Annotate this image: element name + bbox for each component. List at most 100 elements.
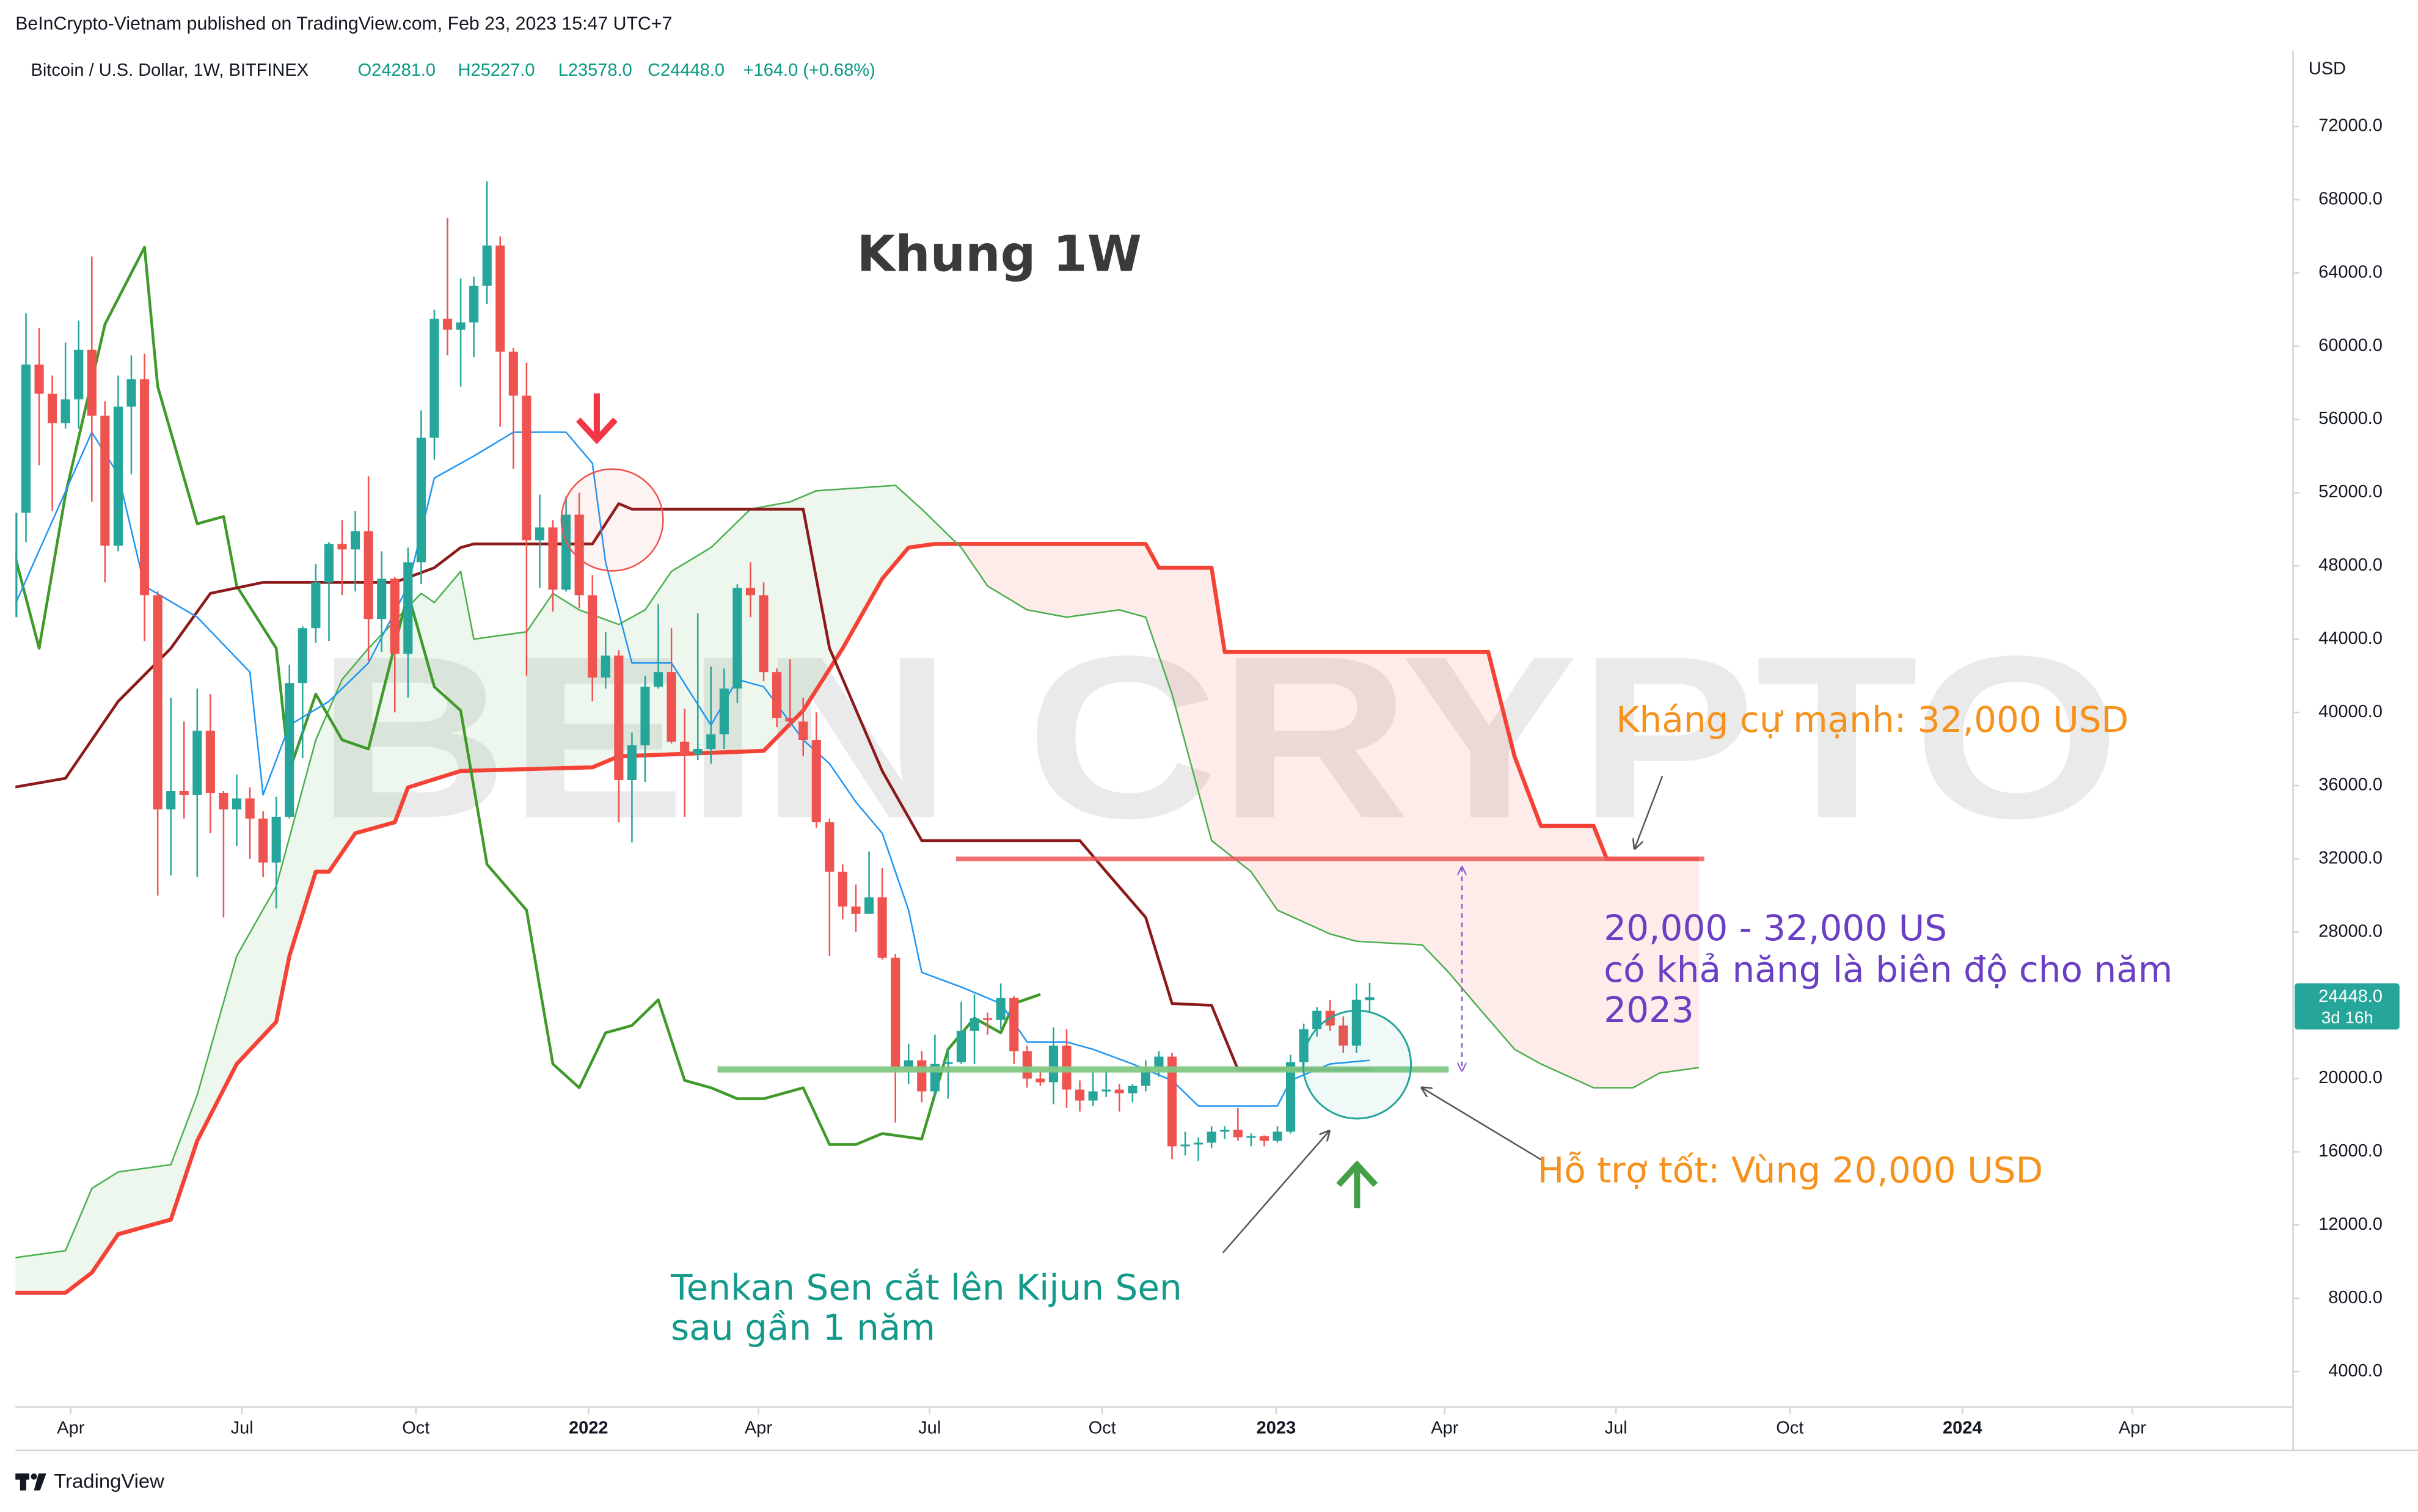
candle-body (403, 562, 413, 654)
candle-body (1009, 998, 1019, 1051)
down-arrow-head (575, 417, 618, 445)
y-tick-label: 64000.0 (2318, 262, 2383, 282)
candle-body (1128, 1086, 1138, 1094)
candle-body (917, 1060, 927, 1092)
cloud-bearish (954, 541, 1700, 1088)
up-arrow-head (1336, 1160, 1378, 1188)
candle-body (548, 527, 558, 590)
resistance-annotation: Kháng cự mạnh: 32,000 USD (1616, 699, 2128, 740)
candle-body (456, 322, 466, 330)
candle-body (192, 731, 202, 795)
highlight-circle-red (560, 468, 664, 572)
y-tick-label: 4000.0 (2328, 1361, 2383, 1381)
logo-part (31, 1473, 37, 1480)
cross-annotation-line: Tenkan Sen cắt lên Kijun Sen (670, 1266, 1182, 1308)
x-tick-label: Apr (57, 1418, 84, 1437)
x-tick-label: Jul (1605, 1418, 1627, 1437)
pointer-support (1422, 1087, 1543, 1161)
cross-annotation-line: sau gần 1 năm (671, 1307, 935, 1348)
candle-body (693, 749, 703, 755)
x-tick-label: Jul (231, 1418, 254, 1437)
candle-body (1180, 1144, 1190, 1147)
legend-open: O24281.0 (358, 60, 436, 80)
candle-body (298, 628, 307, 684)
candle-body (983, 1018, 993, 1020)
candle-body (1022, 1051, 1032, 1079)
candle-body (851, 906, 861, 914)
candle-body (614, 656, 624, 781)
candle-body (1312, 1010, 1322, 1029)
support-annotation: Hỗ trợ tốt: Vùng 20,000 USD (1538, 1149, 2043, 1191)
x-tick-label: Oct (402, 1418, 429, 1437)
candle-body (864, 897, 874, 914)
candle-body (522, 395, 531, 541)
down-arrow (575, 393, 618, 445)
candle-body (153, 595, 163, 809)
y-tick-label: 60000.0 (2318, 335, 2383, 355)
y-tick-label: 16000.0 (2318, 1141, 2383, 1161)
candle-body (139, 379, 150, 596)
candle-body (219, 792, 228, 809)
candle-body (1194, 1142, 1204, 1145)
x-tick-label: Apr (745, 1418, 772, 1437)
candle-body (324, 544, 334, 583)
candle-body (904, 1060, 913, 1068)
candle-body (100, 415, 110, 546)
candle-body (48, 393, 57, 423)
candle-body (667, 672, 676, 742)
publish-header: BeInCrypto-Vietnam published on TradingV… (15, 13, 672, 34)
candle-body (785, 718, 795, 722)
candle-body (232, 798, 242, 809)
candle-body (798, 721, 808, 740)
candle-body (640, 687, 650, 746)
x-tick-label: 2023 (1257, 1418, 1296, 1437)
y-tick-label: 20000.0 (2318, 1068, 2383, 1087)
symbol-title: Bitcoin / U.S. Dollar, 1W, BITFINEX (31, 60, 309, 80)
candle-body (508, 351, 518, 396)
candle-body (732, 588, 742, 689)
candle-body (21, 364, 31, 513)
currency-label: USD (2309, 59, 2346, 78)
candle-body (1036, 1078, 1045, 1083)
y-tick-label: 12000.0 (2318, 1214, 2383, 1234)
candle-body (891, 957, 900, 1068)
x-tick-label: Oct (1089, 1418, 1116, 1437)
candle-body (745, 588, 756, 596)
price-tag-label: 24448.0 (2318, 987, 2383, 1006)
span_a-line (15, 484, 1700, 1258)
footer-brand: TradingView (54, 1470, 164, 1492)
candle-body (759, 595, 769, 673)
y-tick-label: 68000.0 (2318, 189, 2383, 209)
y-tick-label: 32000.0 (2318, 849, 2383, 868)
candle-body (60, 399, 70, 423)
candle-body (245, 798, 255, 819)
logo-part (34, 1473, 46, 1491)
candle-body (377, 579, 387, 619)
y-tick-label: 8000.0 (2328, 1288, 2383, 1307)
candle-body (429, 318, 439, 438)
x-tick-label: Apr (2119, 1418, 2146, 1437)
candle-body (113, 406, 123, 546)
candle-body (351, 531, 360, 550)
candle-body (653, 672, 663, 687)
candle-body (166, 791, 176, 809)
candle-body (996, 998, 1006, 1020)
candle-body (1365, 997, 1375, 1001)
candle-body (271, 816, 281, 863)
x-tick-label: 2022 (569, 1418, 608, 1437)
candle-body (495, 245, 505, 352)
candle-body (258, 818, 268, 863)
price-tag-countdown: 3d 16h (2321, 1008, 2373, 1027)
candle-body (74, 349, 84, 400)
range-annotation-line: 20,000 - 32,000 US (1604, 907, 1947, 949)
legend-high: H25227.0 (458, 60, 535, 80)
footer-logo (15, 1473, 46, 1491)
highlight-circle-green (1302, 1009, 1412, 1120)
x-tick-label: 2024 (1943, 1418, 1982, 1437)
y-tick-label: 52000.0 (2318, 482, 2383, 502)
candle-body (1246, 1136, 1256, 1138)
candle-body (337, 544, 347, 550)
candle-body (1154, 1056, 1164, 1068)
